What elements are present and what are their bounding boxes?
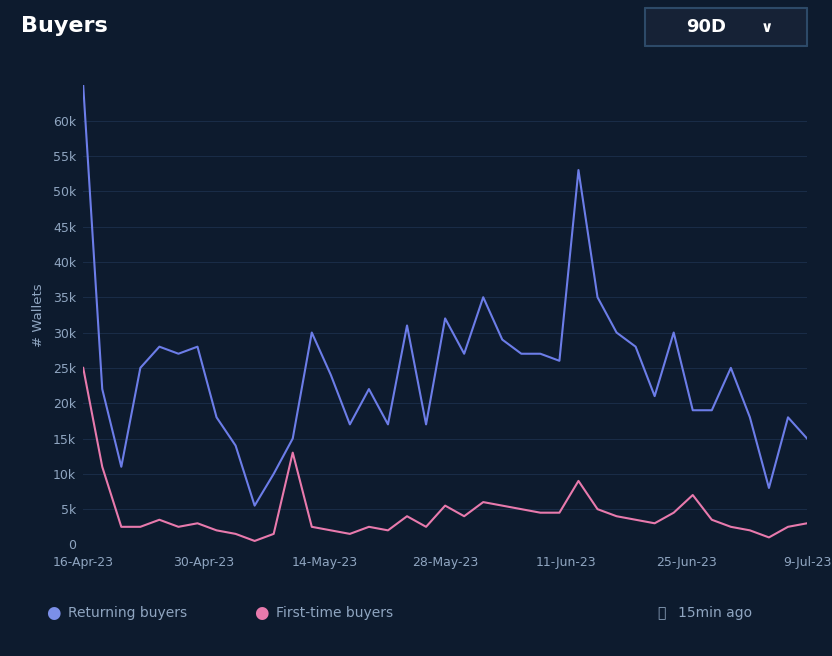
Text: ●: ●: [46, 604, 60, 623]
Text: ●: ●: [254, 604, 268, 623]
Text: 90D: 90D: [686, 18, 726, 36]
Y-axis label: # Wallets: # Wallets: [32, 283, 45, 346]
Text: Buyers: Buyers: [21, 16, 107, 36]
Text: Returning buyers: Returning buyers: [68, 606, 187, 621]
Text: ∨: ∨: [760, 20, 773, 35]
Text: ⌛: ⌛: [657, 606, 666, 621]
Text: First-time buyers: First-time buyers: [276, 606, 394, 621]
Text: 15min ago: 15min ago: [678, 606, 752, 621]
